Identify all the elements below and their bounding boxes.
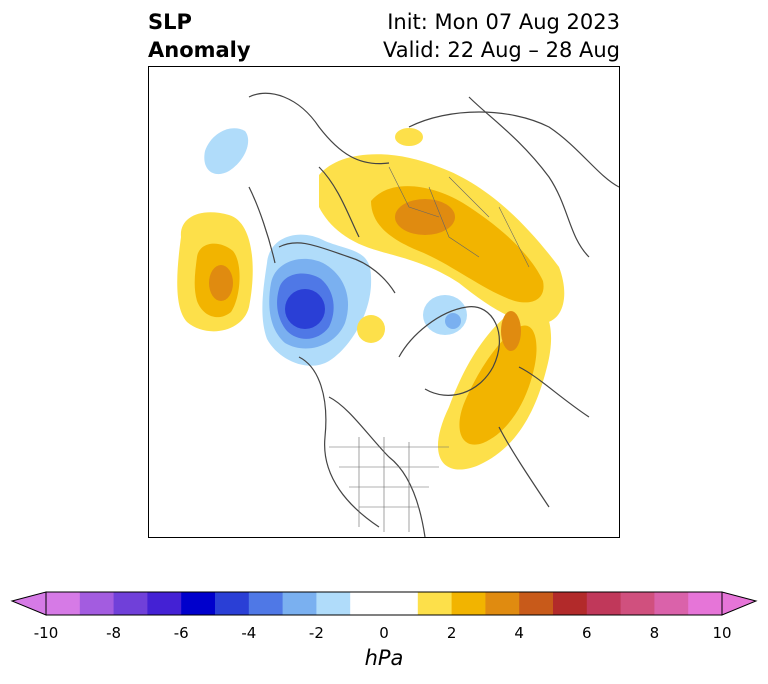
colorbar-unit: hPa <box>364 646 404 670</box>
title-line-1: SLP <box>148 10 192 34</box>
colorbar-tick-label: -6 <box>173 624 189 642</box>
map-svg <box>177 92 619 537</box>
colorbar-tick-label: 6 <box>582 624 592 642</box>
colorbar-tick-label: -2 <box>308 624 324 642</box>
colorbar-segment <box>417 592 453 615</box>
anomaly-siberia-core <box>395 199 455 235</box>
anomaly-greenland <box>423 295 467 335</box>
colorbar-segment <box>485 592 520 615</box>
colorbar-tick-label: 2 <box>446 624 457 642</box>
colorbar-segment <box>147 592 182 615</box>
colorbar-segment <box>113 592 148 615</box>
anomaly-greenland-core <box>445 313 461 329</box>
colorbar-segments <box>46 592 723 615</box>
coastlines <box>248 92 619 537</box>
colorbar-segment <box>248 592 284 615</box>
colorbar-segment <box>215 592 250 615</box>
anomaly-siberia-small <box>395 128 423 146</box>
colorbar-segment <box>46 592 81 615</box>
anomaly-arctic-small <box>357 315 385 343</box>
anomaly-alaska-core <box>285 289 325 329</box>
colorbar-segment <box>620 592 655 615</box>
colorbar-outline <box>45 591 723 616</box>
colorbar-tick-label: -10 <box>33 624 59 642</box>
title-line-2: Anomaly <box>148 38 251 62</box>
anomaly-fields <box>177 128 565 470</box>
colorbar-tick-label: 8 <box>649 624 660 642</box>
colorbar-tick-label: -8 <box>106 624 122 642</box>
colorbar-segment <box>553 592 588 615</box>
colorbar-segment <box>654 592 689 615</box>
init-date: Init: Mon 07 Aug 2023 <box>387 10 620 34</box>
anomaly-atlantic-2 <box>459 325 537 445</box>
anomaly-north-pacific-peak <box>209 265 233 301</box>
colorbar-segment <box>688 592 723 615</box>
colorbar-segment <box>519 592 554 615</box>
colorbar-tick-label: 4 <box>514 624 524 642</box>
colorbar-segment <box>316 592 351 615</box>
colorbar-segment <box>451 592 486 615</box>
chart-title: SLP Anomaly <box>148 8 251 64</box>
date-info: Init: Mon 07 Aug 2023 Valid: 22 Aug – 28… <box>383 8 620 64</box>
colorbar-segment <box>181 592 216 615</box>
anomaly-atlantic-core <box>501 311 521 351</box>
anomaly-bering-north <box>204 128 249 175</box>
colorbar-segment <box>282 592 317 615</box>
colorbar-tick-label: 0 <box>379 624 389 642</box>
colorbar-tick-label: 10 <box>712 624 732 642</box>
valid-range: Valid: 22 Aug – 28 Aug <box>382 38 620 62</box>
anomaly-map <box>148 66 620 538</box>
borders <box>329 166 530 532</box>
colorbar-extend-low <box>10 591 47 616</box>
colorbar-segment <box>79 592 115 615</box>
colorbar-segment <box>586 592 622 615</box>
colorbar-segment <box>350 592 385 615</box>
colorbar-extend-high <box>721 591 758 616</box>
colorbar <box>10 591 758 616</box>
colorbar-segment <box>384 592 419 615</box>
colorbar-tick-label: -4 <box>241 624 257 642</box>
